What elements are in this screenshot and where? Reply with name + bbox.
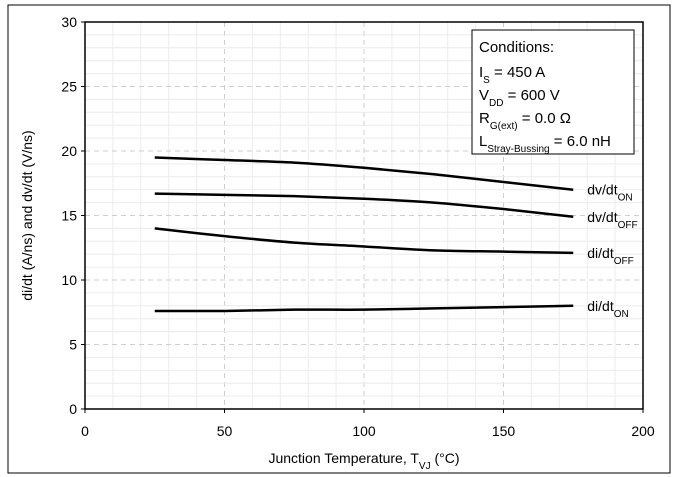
- y-axis: 0 5 10 15 20 25 30: [61, 14, 85, 417]
- condition-line: IS = 450 A: [479, 64, 545, 86]
- conditions-title: Conditions:: [479, 39, 554, 56]
- y-tick-label: 30: [61, 14, 77, 30]
- condition-line: LStray-Bussing = 6.0 nH: [479, 133, 611, 155]
- condition-line: VDD = 600 V: [479, 87, 560, 109]
- y-axis-label: di/dt (A/ns) and dv/dt (V/ns): [19, 130, 35, 300]
- series-label: dv/dtON: [587, 182, 632, 204]
- y-tick-label: 10: [61, 272, 77, 288]
- series-line: [154, 227, 574, 255]
- x-tick-label: 200: [631, 423, 655, 439]
- series-group: dv/dtON dv/dtOFF di/dtOFF di/dtON: [154, 156, 638, 320]
- y-tick-label: 0: [69, 401, 77, 417]
- x-tick-label: 150: [492, 423, 516, 439]
- y-tick-label: 5: [69, 337, 77, 353]
- y-tick-label: 15: [61, 208, 77, 224]
- series-line: [154, 156, 574, 191]
- conditions-box-border: [471, 29, 635, 155]
- y-tick-label: 20: [61, 143, 77, 159]
- series-label: dv/dtOFF: [587, 209, 637, 231]
- series-label: di/dtOFF: [587, 245, 633, 267]
- x-axis-label: Junction Temperature, TVJ (°C): [268, 450, 459, 472]
- chart-frame: [7, 4, 671, 474]
- x-tick-label: 50: [217, 423, 233, 439]
- x-tick-label: 0: [81, 423, 89, 439]
- series-line: [154, 192, 574, 219]
- x-axis: 0 50 100 150 200: [81, 409, 655, 439]
- x-tick-label: 100: [352, 423, 376, 439]
- series-label: di/dtON: [587, 298, 628, 320]
- condition-line: RG(ext) = 0.0 Ω: [479, 110, 571, 132]
- series-line: [154, 304, 574, 313]
- y-tick-label: 25: [61, 79, 77, 95]
